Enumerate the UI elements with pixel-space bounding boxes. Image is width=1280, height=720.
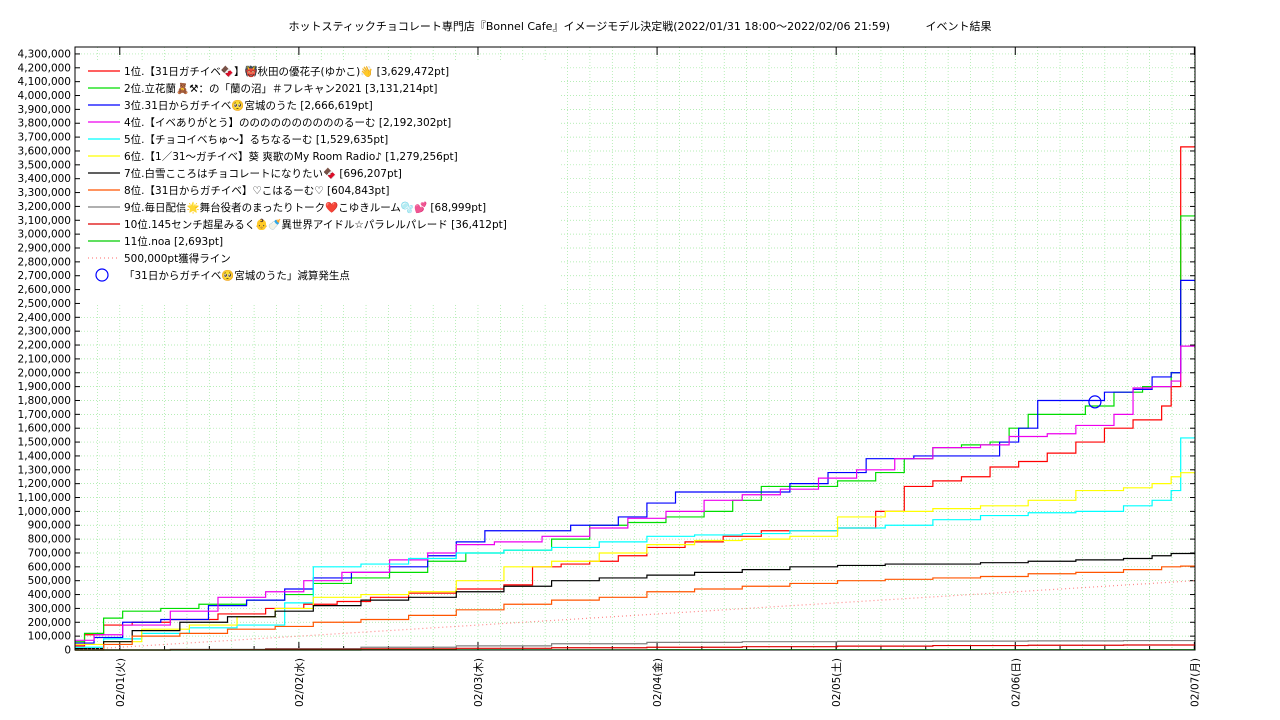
y-tick-label: 4,100,000 (18, 76, 71, 88)
y-tick-label: 3,400,000 (18, 173, 71, 185)
y-tick-label: 3,000,000 (18, 229, 71, 241)
legend-label: 500,000pt獲得ライン (124, 252, 231, 265)
legend-label: 10位.145センチ超星みるく👶🍼異世界アイドル☆パラレルパレード [36,41… (124, 218, 507, 231)
y-tick-label: 1,000,000 (18, 506, 71, 518)
legend-label: 3位.31日からガチイベ🥺宮城のうた [2,666,619pt] (124, 99, 373, 112)
chart-subtitle: イベント結果 (926, 19, 992, 33)
legend-marker-swatch (95, 268, 109, 282)
x-tick-label: 02/03(木) (473, 658, 485, 707)
series-line (75, 552, 1195, 650)
subtraction-marker (1088, 395, 1102, 409)
y-tick-label: 2,300,000 (18, 326, 71, 338)
x-tick-label: 02/07(月) (1189, 658, 1201, 707)
legend-label: 4位.【イベありがとう】ののののののののののるーむ [2,192,302pt] (124, 116, 451, 129)
y-tick-label: 1,500,000 (18, 437, 71, 449)
legend-label: 1位.【31日ガチイベ🍫】👹秋田の優花子(ゆかこ)👋 [3,629,472pt] (124, 65, 449, 78)
y-tick-label: 3,100,000 (18, 215, 71, 227)
y-tick-label: 1,600,000 (18, 423, 71, 435)
annotation (1088, 395, 1102, 409)
y-tick-label: 3,600,000 (18, 145, 71, 157)
y-tick-label: 2,500,000 (18, 298, 71, 310)
y-tick-label: 1,300,000 (18, 464, 71, 476)
series-line (75, 437, 1195, 648)
series-line (75, 565, 1195, 651)
legend-label: 6位.【1／31〜ガチイベ】葵 爽歌のMy Room Radio♪ [1,279… (124, 150, 458, 163)
y-tick-label: 3,500,000 (18, 159, 71, 171)
y-tick-label: 2,100,000 (18, 353, 71, 365)
y-tick-label: 4,000,000 (18, 90, 71, 102)
y-tick-label: 0 (64, 645, 71, 657)
chart-title-main: ホットスティックチョコレート専門店『Bonnel Cafe』イメージモデル決定戦… (289, 19, 891, 33)
legend-label: 「31日からガチイベ🥺宮城のうた」減算発生点 (124, 269, 350, 282)
chart-title: ホットスティックチョコレート専門店『Bonnel Cafe』イメージモデル決定戦… (289, 19, 992, 33)
y-tick-label: 900,000 (28, 520, 71, 532)
y-tick-label: 800,000 (28, 534, 71, 546)
y-tick-label: 1,100,000 (18, 492, 71, 504)
y-tick-label: 3,300,000 (18, 187, 71, 199)
y-tick-label: 2,600,000 (18, 284, 71, 296)
series-line (75, 639, 1196, 651)
y-tick-label: 500,000 (28, 575, 71, 587)
legend-box (80, 60, 560, 304)
y-tick-label: 2,000,000 (18, 367, 71, 379)
y-tick-label: 2,800,000 (18, 256, 71, 268)
y-tick-label: 3,700,000 (18, 132, 71, 144)
y-tick-label: 600,000 (28, 561, 71, 573)
y-tick-label: 1,700,000 (18, 409, 71, 421)
series-line (75, 146, 1195, 647)
y-tick-label: 2,900,000 (18, 243, 71, 255)
y-tick-label: 100,000 (28, 631, 71, 643)
y-tick-label: 200,000 (28, 617, 71, 629)
y-tick-label: 3,200,000 (18, 201, 71, 213)
y-tick-label: 1,400,000 (18, 450, 71, 462)
series-line (75, 472, 1195, 646)
legend-label: 9位.毎日配信🌟舞台役者のまったりトーク❤️こゆきルーム🫧💕 [68,999pt… (124, 201, 486, 214)
legend-label: 7位.白雪こころはチョコレートになりたい🍫 [696,207pt] (124, 167, 402, 180)
y-tick-label: 300,000 (28, 603, 71, 615)
x-tick-label: 02/04(金) (651, 658, 664, 707)
y-tick-label: 2,400,000 (18, 312, 71, 324)
legend-label: 8位.【31日からガチイベ】♡こはるーむ♡ [604,843pt] (124, 184, 389, 197)
y-tick-label: 3,900,000 (18, 104, 71, 116)
x-tick-label: 02/02(水) (294, 658, 306, 707)
y-tick-label: 4,200,000 (18, 62, 71, 74)
series-line (75, 644, 1196, 651)
series-line (75, 345, 1195, 641)
y-tick-label: 2,700,000 (18, 270, 71, 282)
plot-frame (74, 46, 1196, 651)
y-tick-label: 1,200,000 (18, 478, 71, 490)
y-tick-label: 700,000 (28, 547, 71, 559)
y-tick-label: 4,300,000 (18, 48, 71, 60)
y-tick-label: 3,800,000 (18, 118, 71, 130)
y-tick-label: 1,800,000 (18, 395, 71, 407)
x-tick-label: 02/01(火) (115, 658, 127, 707)
legend-label: 2位.立花蘭🧸⚒：の「蘭の沼」＃フレキャン2021 [3,131,214pt] (124, 82, 437, 95)
legend-label: 11位.noa [2,693pt] (124, 235, 223, 248)
y-tick-label: 1,900,000 (18, 381, 71, 393)
y-axis: 0 100,000 200,000 300,000 400,000 500,000 600,… (18, 48, 1195, 657)
y-tick-label: 400,000 (28, 589, 71, 601)
y-tick-label: 2,200,000 (18, 340, 71, 352)
series-line (74, 580, 1196, 651)
x-tick-label: 02/05(土) (830, 658, 843, 707)
legend-label: 5位.【チョコイベちゅ〜】るちなるーむ [1,529,635pt] (124, 133, 388, 146)
series-line (75, 279, 1195, 644)
x-tick-label: 02/06(日) (1010, 658, 1022, 707)
legend: 1位.【31日ガチイベ🍫】👹秋田の優花子(ゆかこ)👋 [3,629,472pt]… (88, 65, 507, 282)
